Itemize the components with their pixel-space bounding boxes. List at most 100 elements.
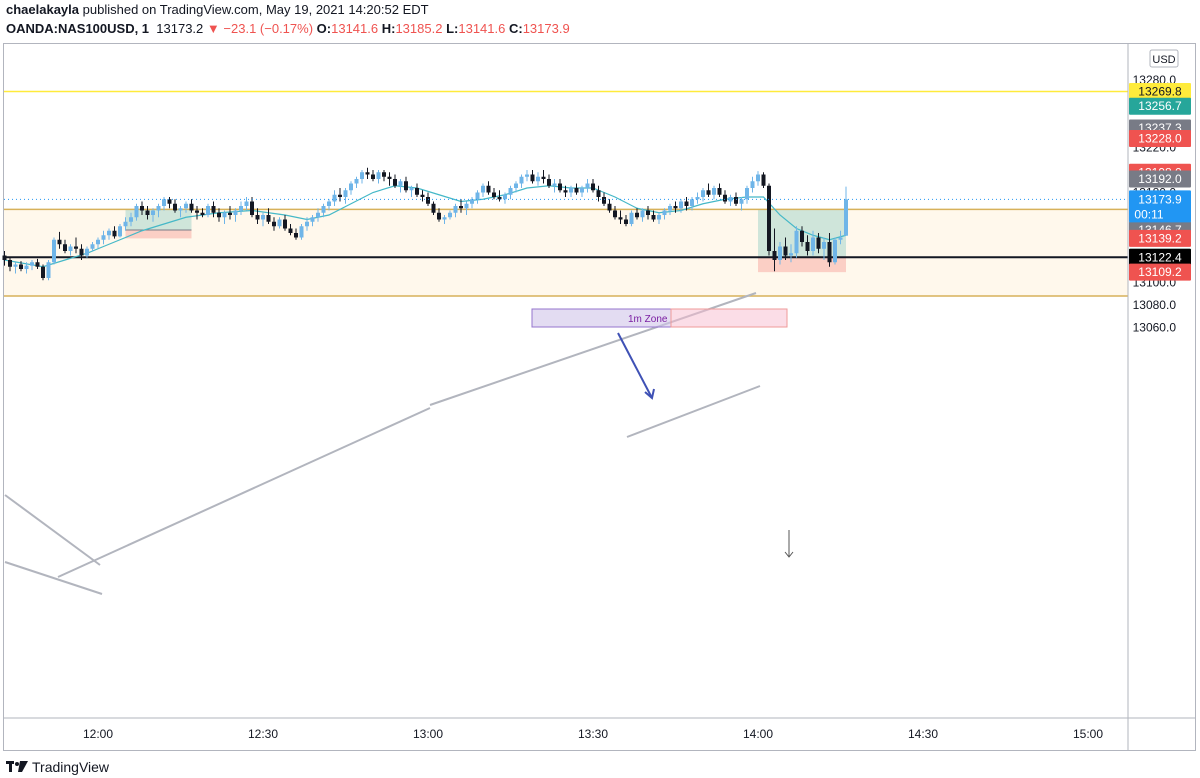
candle[interactable] bbox=[772, 228, 777, 272]
candle[interactable] bbox=[409, 185, 414, 197]
candle[interactable] bbox=[46, 260, 51, 281]
candle[interactable] bbox=[679, 199, 683, 213]
candle[interactable] bbox=[558, 179, 562, 193]
arrow-line[interactable] bbox=[617, 332, 653, 399]
candle[interactable] bbox=[382, 170, 386, 182]
candle[interactable] bbox=[497, 190, 502, 202]
candle[interactable] bbox=[85, 246, 89, 258]
candle[interactable] bbox=[563, 185, 568, 197]
candle[interactable] bbox=[57, 231, 62, 249]
candle[interactable] bbox=[596, 185, 601, 202]
candle[interactable] bbox=[343, 188, 348, 204]
candle[interactable] bbox=[349, 181, 353, 195]
candle[interactable] bbox=[717, 183, 722, 198]
candle[interactable] bbox=[228, 206, 232, 220]
candle[interactable] bbox=[684, 197, 689, 211]
candle[interactable] bbox=[200, 208, 205, 218]
candle[interactable] bbox=[151, 208, 155, 222]
candle[interactable] bbox=[756, 171, 760, 186]
candle[interactable] bbox=[453, 203, 458, 218]
candle[interactable] bbox=[211, 201, 216, 218]
candle[interactable] bbox=[750, 176, 755, 193]
candle[interactable] bbox=[129, 212, 133, 227]
candle[interactable] bbox=[332, 190, 337, 206]
candle[interactable] bbox=[668, 203, 672, 215]
candle[interactable] bbox=[761, 172, 766, 188]
long-position-stop-0[interactable] bbox=[125, 229, 192, 239]
candle[interactable] bbox=[574, 183, 579, 195]
candle[interactable] bbox=[255, 208, 260, 224]
candle[interactable] bbox=[701, 188, 705, 202]
candle[interactable] bbox=[481, 183, 485, 198]
candle[interactable] bbox=[184, 201, 188, 213]
candle[interactable] bbox=[41, 264, 45, 281]
trendline-wedge-upper[interactable] bbox=[4, 494, 101, 566]
candle[interactable] bbox=[123, 217, 128, 231]
zone-box-red[interactable] bbox=[670, 308, 788, 328]
candle[interactable] bbox=[739, 197, 744, 211]
candle[interactable] bbox=[266, 208, 271, 224]
candle[interactable] bbox=[239, 201, 243, 216]
candle[interactable] bbox=[822, 237, 826, 261]
candle[interactable] bbox=[805, 235, 810, 256]
candle[interactable] bbox=[728, 194, 733, 206]
trendline-channel[interactable] bbox=[626, 385, 761, 438]
candle[interactable] bbox=[354, 176, 359, 188]
candle[interactable] bbox=[233, 208, 238, 222]
candle[interactable] bbox=[101, 230, 106, 245]
chart-frame[interactable] bbox=[3, 43, 1196, 751]
candle[interactable] bbox=[552, 179, 557, 193]
candle[interactable] bbox=[794, 226, 799, 258]
candle[interactable] bbox=[624, 215, 628, 227]
candle[interactable] bbox=[316, 208, 320, 222]
candle[interactable] bbox=[673, 201, 678, 213]
candle[interactable] bbox=[657, 212, 661, 224]
candle[interactable] bbox=[74, 237, 78, 254]
candle[interactable] bbox=[635, 208, 639, 220]
candle[interactable] bbox=[398, 179, 403, 193]
candle[interactable] bbox=[96, 237, 100, 249]
candle[interactable] bbox=[442, 215, 447, 224]
candle[interactable] bbox=[156, 203, 161, 218]
candle[interactable] bbox=[415, 183, 419, 198]
candle[interactable] bbox=[475, 190, 480, 204]
candle[interactable] bbox=[767, 183, 771, 256]
candle[interactable] bbox=[134, 203, 139, 221]
candle[interactable] bbox=[288, 224, 293, 236]
candle[interactable] bbox=[640, 208, 645, 222]
candle[interactable] bbox=[360, 170, 364, 184]
candle[interactable] bbox=[79, 244, 84, 260]
candle[interactable] bbox=[365, 167, 370, 179]
candle[interactable] bbox=[695, 192, 700, 204]
candle[interactable] bbox=[244, 197, 249, 211]
trendline-wedge-lower[interactable] bbox=[4, 561, 103, 595]
candle[interactable] bbox=[541, 170, 546, 184]
candle[interactable] bbox=[277, 217, 282, 229]
candle[interactable] bbox=[800, 226, 804, 247]
candle[interactable] bbox=[431, 201, 436, 216]
candle[interactable] bbox=[827, 233, 832, 267]
candle[interactable] bbox=[580, 185, 584, 197]
candle[interactable] bbox=[651, 210, 656, 222]
candle[interactable] bbox=[618, 210, 623, 225]
candle[interactable] bbox=[530, 170, 535, 184]
candle[interactable] bbox=[30, 260, 34, 271]
candle[interactable] bbox=[404, 176, 408, 193]
candle[interactable] bbox=[745, 185, 749, 204]
candle[interactable] bbox=[459, 199, 463, 213]
candle[interactable] bbox=[712, 185, 716, 200]
candle[interactable] bbox=[569, 185, 573, 197]
candle[interactable] bbox=[206, 203, 210, 218]
candle[interactable] bbox=[52, 237, 56, 265]
candle[interactable] bbox=[585, 179, 590, 193]
candle[interactable] bbox=[90, 242, 95, 251]
candle[interactable] bbox=[140, 201, 144, 216]
long-position-stop-1[interactable] bbox=[758, 257, 846, 273]
candle[interactable] bbox=[723, 190, 727, 204]
candle[interactable] bbox=[272, 217, 276, 231]
symbol-label[interactable]: OANDA:NAS100USD, 1 bbox=[6, 21, 150, 36]
candle[interactable] bbox=[294, 228, 298, 240]
candle[interactable] bbox=[486, 181, 491, 195]
candle[interactable] bbox=[387, 172, 392, 186]
